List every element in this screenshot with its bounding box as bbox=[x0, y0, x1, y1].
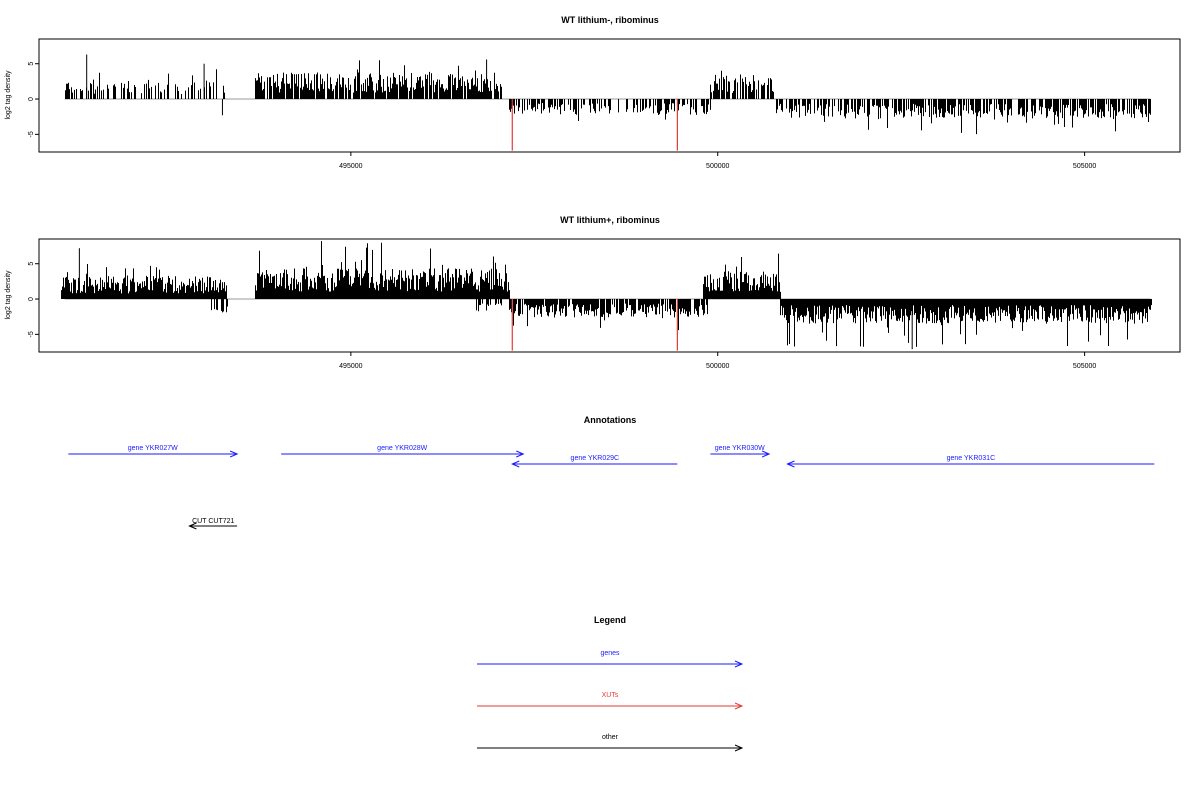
legend-label: other bbox=[602, 734, 619, 741]
other-feature-label: CUT CUT721 bbox=[192, 518, 234, 525]
track-panel-lithium-minus: WT lithium-, ribominus log2 tag density … bbox=[5, 15, 1181, 170]
plot-frame bbox=[38, 238, 1181, 353]
y-tick-label: 0 bbox=[28, 297, 35, 301]
axes: -5 0 5 495000 500000 505000 bbox=[28, 262, 1096, 370]
track-title-lithium-plus: WT lithium+, ribominus bbox=[560, 215, 660, 225]
legend-items: genes XUTs other bbox=[477, 650, 744, 752]
legend-label: XUTs bbox=[602, 692, 619, 699]
gene-label: gene YKR027W bbox=[128, 445, 178, 452]
annotation-items: gene YKR027W gene YKR028W gene YKR029C gene… bbox=[68, 445, 1155, 530]
y-tick-label: 0 bbox=[28, 97, 35, 101]
y-tick-label: -5 bbox=[28, 131, 35, 137]
signal-bars bbox=[61, 241, 1152, 351]
legend-item: XUTs bbox=[477, 692, 744, 710]
gene-arrow bbox=[786, 460, 1155, 468]
legend-title: Legend bbox=[594, 615, 626, 625]
legend: Legend genes XUTs other bbox=[477, 615, 744, 752]
y-tick-label: 5 bbox=[28, 262, 35, 266]
gene-arrow bbox=[68, 450, 239, 458]
gene-arrow bbox=[281, 450, 525, 458]
gene-arrow bbox=[511, 460, 678, 468]
other-feature-arrow bbox=[188, 522, 238, 530]
x-tick-label: 495000 bbox=[339, 363, 362, 370]
y-axis-label: log2 tag density bbox=[5, 270, 12, 320]
track-title-lithium-minus: WT lithium-, ribominus bbox=[561, 15, 659, 25]
legend-item: genes bbox=[477, 650, 744, 668]
gene-label: gene YKR031C bbox=[947, 455, 996, 462]
legend-label: genes bbox=[600, 650, 620, 657]
y-axis-label: log2 tag density bbox=[5, 70, 12, 120]
gene-label: gene YKR030W bbox=[715, 445, 765, 452]
gene-label: gene YKR028W bbox=[377, 445, 427, 452]
signal-bars bbox=[64, 54, 1151, 151]
x-tick-label: 500000 bbox=[706, 363, 729, 370]
y-tick-label: -5 bbox=[28, 331, 35, 337]
gene-arrow bbox=[710, 450, 771, 458]
annotations-track: Annotations gene YKR027W gene YKR028Wgene… bbox=[68, 415, 1155, 530]
x-tick-label: 505000 bbox=[1073, 163, 1096, 170]
axes: -5 0 5 495000 500000 505000 bbox=[28, 62, 1096, 170]
y-tick-label: 5 bbox=[28, 62, 35, 66]
annotations-title: Annotations bbox=[584, 415, 637, 425]
x-tick-label: 505000 bbox=[1073, 363, 1096, 370]
x-tick-label: 500000 bbox=[706, 163, 729, 170]
gene-label: gene YKR029C bbox=[571, 455, 620, 462]
plot-frame bbox=[38, 38, 1181, 153]
x-tick-label: 495000 bbox=[339, 163, 362, 170]
legend-item: other bbox=[477, 734, 744, 752]
track-panel-lithium-plus: WT lithium+, ribominus log2 tag density … bbox=[5, 215, 1181, 370]
